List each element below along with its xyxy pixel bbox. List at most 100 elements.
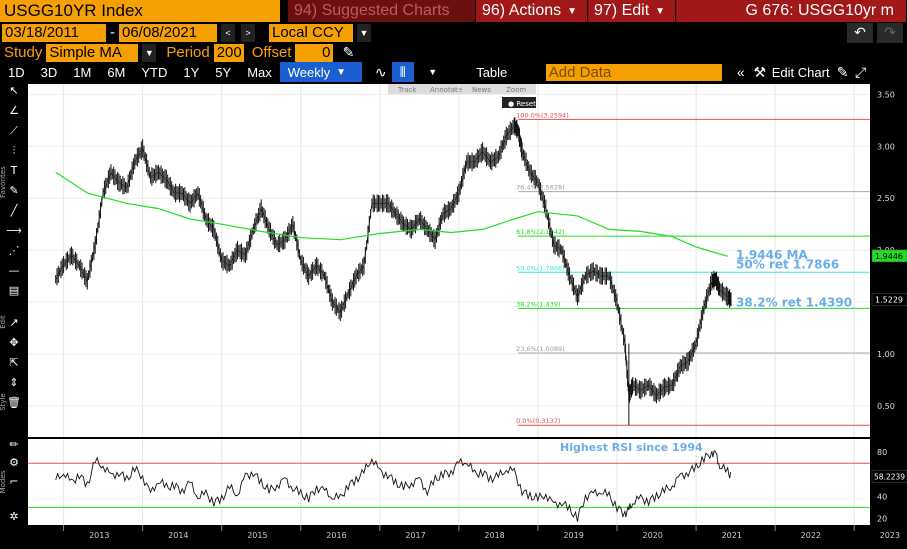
sidebar-favorites-label: Favorites [0, 166, 7, 198]
annot-news-button[interactable]: News [472, 86, 491, 94]
left-toolbar [0, 82, 28, 549]
x-tick-label: 2022 [801, 531, 821, 540]
channel-icon[interactable]: ⋰ [9, 244, 20, 257]
bar-chart-icon[interactable]: ⫴ [391, 62, 414, 82]
timeframe-max[interactable]: Max [247, 64, 272, 80]
offset-input[interactable]: 0 [295, 43, 334, 62]
bars-icon[interactable]: ▤ [9, 284, 19, 297]
y-tick-label: 2.50 [877, 194, 895, 203]
rsi-last-label: 58.2239 [874, 472, 905, 481]
x-tick-label: 2021 [722, 531, 742, 540]
cursor-icon[interactable]: ↖ [9, 84, 18, 97]
chart-toolbar: 1D 3D 1M 6M YTD 1Y 5Y Max Weekly ▼ ∿ ⫴ ▼ Table A… [0, 62, 907, 82]
offset-label: Offset [251, 44, 292, 61]
y-tick-label: 1.00 [877, 350, 895, 359]
timeframe-5y[interactable]: 5Y [215, 64, 232, 80]
fullscreen-icon[interactable]: ⤢ [854, 63, 867, 80]
security-title: G 676: USGG10yr m [676, 0, 907, 22]
timeframe-6m[interactable]: 6M [107, 64, 126, 80]
trash-icon[interactable]: 🗑 [7, 396, 21, 409]
timeframe-3d[interactable]: 3D [40, 64, 58, 80]
chart-annotation: 38.2% ret 1.4390 [736, 295, 852, 309]
x-tick-label: 2016 [326, 531, 346, 540]
timeframe-ytd[interactable]: YTD [141, 64, 168, 80]
currency-dropdown-icon[interactable]: ▼ [357, 23, 371, 42]
ray-icon[interactable]: ⟶ [6, 224, 22, 237]
actions-button[interactable]: 96) Actions ▼ [476, 0, 588, 22]
settings-icon[interactable]: ⚙ [9, 456, 19, 469]
x-tick-label: 2017 [405, 531, 425, 540]
study-dropdown-icon[interactable]: ▼ [142, 43, 157, 62]
chart-type-dropdown-icon[interactable]: ▼ [428, 67, 438, 77]
timeframe-1y[interactable]: 1Y [183, 64, 200, 80]
prev-arrow-icon[interactable]: < [221, 23, 235, 42]
edit-square-icon[interactable]: ✎ [836, 63, 849, 80]
x-tick-label: 2015 [247, 531, 267, 540]
suggested-charts-button[interactable]: 94) Suggested Charts [288, 0, 476, 22]
table-button[interactable]: Table [476, 64, 508, 80]
timeframe-1d[interactable]: 1D [8, 64, 25, 80]
x-axis-panel [0, 525, 907, 549]
brush-icon[interactable]: ✎ [9, 184, 18, 197]
rsi-tick-label: 40 [877, 492, 887, 501]
text-icon[interactable]: T [10, 164, 18, 177]
currency-select[interactable]: Local CCY [269, 23, 353, 42]
annot-annotate-button[interactable]: Annotate [430, 86, 462, 94]
annot-track-button[interactable]: Track [397, 86, 417, 94]
line-icon[interactable]: ╱ [10, 203, 19, 217]
pencil-icon[interactable]: ✏ [9, 438, 19, 451]
draw-icon[interactable]: ↗ [9, 316, 18, 329]
collapse-icon[interactable]: « [736, 64, 745, 80]
period-input[interactable]: 200 [213, 43, 244, 62]
arrows-icon[interactable]: ⇕ [9, 376, 18, 389]
caret-down-icon: ▼ [567, 5, 578, 17]
pencil-icon[interactable]: ∠ [9, 104, 19, 117]
next-arrow-icon[interactable]: > [241, 23, 255, 42]
last-value-box [871, 249, 907, 263]
last-value-box [871, 293, 907, 306]
move-icon[interactable]: ✥ [9, 336, 18, 349]
sidebar-modes-label: Modes [0, 470, 7, 493]
rsi-panel [28, 439, 870, 525]
period-label: Period [166, 44, 210, 61]
x-tick-label: 2019 [563, 531, 583, 540]
bracket-icon[interactable]: ⌐ [9, 475, 18, 488]
x-tick-label: 2013 [89, 531, 109, 540]
top-bar: USGG10YR Index 94) Suggested Charts 96) … [0, 0, 907, 22]
redo-icon[interactable]: ↷ [877, 22, 903, 43]
sidebar-edit-label: Edit [0, 315, 7, 329]
ticker-title[interactable]: USGG10YR Index [0, 0, 280, 22]
x-tick-label: 2020 [643, 531, 663, 540]
edit-chart-button[interactable]: Edit Chart [771, 64, 830, 80]
edit-button[interactable]: 97) Edit ▼ [588, 0, 676, 22]
fib-label: 38.2%(1.439) [516, 300, 560, 308]
end-date-input[interactable]: 06/08/2021 [119, 23, 217, 42]
chart-area[interactable]: ↖ ∠ ⟋ ⫶ T ✎ ╱ ⟶ ⋰ — ▤ ↗ ✥ ⇱ ⇕ 🗑 ✏ ⚙ ⌐ ✲ Favorites Edit Style Mo… [0, 82, 907, 549]
study-select[interactable]: Simple MA [46, 43, 139, 62]
annot-zoom-button[interactable]: Zoom [506, 86, 526, 94]
timeframe-group: 1D 3D 1M 6M YTD 1Y 5Y Max [0, 62, 280, 82]
gear-icon[interactable]: ✲ [9, 510, 18, 523]
study-label: Study [4, 44, 43, 61]
rsi-tick-label: 80 [877, 448, 887, 457]
line-chart-icon[interactable]: ∿ [374, 63, 387, 80]
minus-icon[interactable]: — [9, 264, 20, 277]
date-separator: - [110, 24, 115, 41]
pencil-icon[interactable]: ✎ [342, 44, 355, 60]
add-data-input[interactable]: Add Data [545, 63, 722, 81]
x-tick-label: 2023 [880, 531, 900, 540]
weekly-button[interactable]: Weekly ▼ [279, 62, 362, 82]
y-tick-label: 0.50 [877, 402, 895, 411]
fib-label: 50.0%(1.7866) [516, 264, 564, 272]
trend-icon[interactable]: ⟋ [10, 124, 18, 137]
price-panel [28, 84, 870, 437]
wrench-icon[interactable]: ⚒ [753, 63, 767, 80]
fib-icon[interactable]: ⫶ [13, 144, 16, 157]
timeframe-1m[interactable]: 1M [73, 64, 92, 80]
caret-down-icon: ▼ [336, 66, 347, 78]
reset-button[interactable]: ● Reset [508, 100, 536, 108]
undo-icon[interactable]: ↶ [847, 22, 873, 43]
select-icon[interactable]: ⇱ [9, 356, 18, 369]
chart-annotation: 50% ret 1.7866 [736, 257, 839, 271]
start-date-input[interactable]: 03/18/2011 [2, 23, 106, 42]
